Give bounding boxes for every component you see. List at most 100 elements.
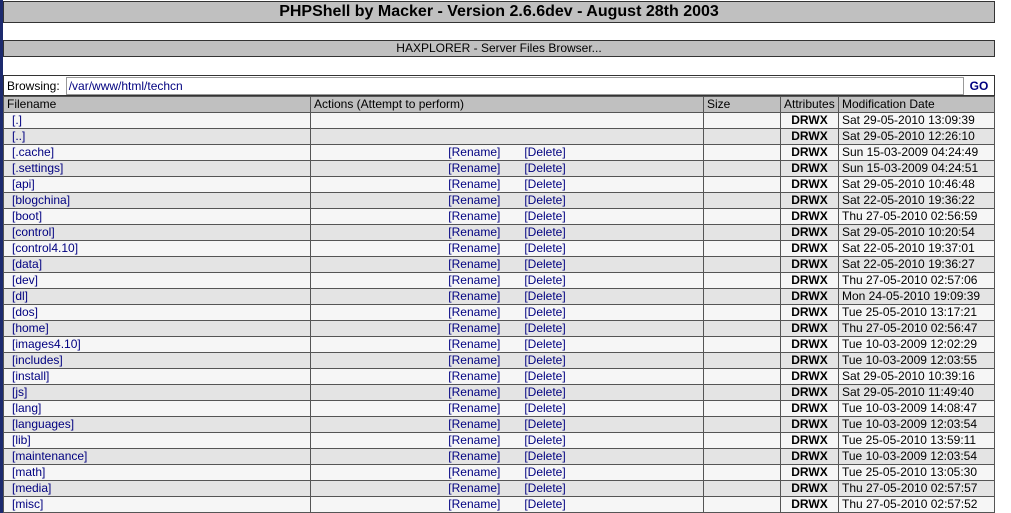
rename-link[interactable]: [Rename]	[448, 417, 501, 432]
rename-link[interactable]: [Rename]	[448, 353, 501, 368]
filename-link[interactable]: [misc]	[3, 496, 311, 513]
delete-link[interactable]: [Delete]	[524, 369, 566, 384]
attributes-cell: DRWX	[780, 272, 839, 289]
col-attributes: Attributes	[780, 96, 839, 113]
size-cell	[703, 336, 781, 353]
rename-link[interactable]: [Rename]	[448, 241, 501, 256]
delete-link[interactable]: [Delete]	[524, 273, 566, 288]
go-button[interactable]: GO	[969, 78, 989, 93]
delete-link[interactable]: [Delete]	[524, 465, 566, 480]
delete-link[interactable]: [Delete]	[524, 401, 566, 416]
table-row: [..] DRWX Sat 29-05-2010 12:26:10	[3, 128, 995, 145]
rename-link[interactable]: [Rename]	[448, 177, 501, 192]
rename-link[interactable]: [Rename]	[448, 449, 501, 464]
attributes-cell: DRWX	[780, 144, 839, 161]
col-date: Modification Date	[838, 96, 995, 113]
filename-link[interactable]: [dev]	[3, 272, 311, 289]
rename-link[interactable]: [Rename]	[448, 305, 501, 320]
filename-link[interactable]: [dl]	[3, 288, 311, 305]
delete-link[interactable]: [Delete]	[524, 417, 566, 432]
filename-link[interactable]: [images4.10]	[3, 336, 311, 353]
delete-link[interactable]: [Delete]	[524, 321, 566, 336]
delete-link[interactable]: [Delete]	[524, 289, 566, 304]
filename-link[interactable]: [media]	[3, 480, 311, 497]
actions-cell: [Rename] [Delete]	[310, 160, 704, 177]
actions-cell: [Rename] [Delete]	[310, 432, 704, 449]
rename-link[interactable]: [Rename]	[448, 385, 501, 400]
table-row: [control4.10] [Rename] [Delete] DRWX Sat …	[3, 240, 995, 257]
attributes-cell: DRWX	[780, 304, 839, 321]
rename-link[interactable]: [Rename]	[448, 337, 501, 352]
delete-link[interactable]: [Delete]	[524, 161, 566, 176]
date-cell: Sat 29-05-2010 12:26:10	[838, 128, 995, 145]
rename-link[interactable]: [Rename]	[448, 465, 501, 480]
filename-link[interactable]: [maintenance]	[3, 448, 311, 465]
filename-link[interactable]: [blogchina]	[3, 192, 311, 209]
filename-link[interactable]: [math]	[3, 464, 311, 481]
filename-link[interactable]: [boot]	[3, 208, 311, 225]
delete-link[interactable]: [Delete]	[524, 193, 566, 208]
rename-link[interactable]: [Rename]	[448, 209, 501, 224]
size-cell	[703, 240, 781, 257]
filename-link[interactable]: [api]	[3, 176, 311, 193]
filename-link[interactable]: [languages]	[3, 416, 311, 433]
actions-cell: [Rename] [Delete]	[310, 192, 704, 209]
delete-link[interactable]: [Delete]	[524, 225, 566, 240]
filename-link[interactable]: [..]	[3, 128, 311, 145]
delete-link[interactable]: [Delete]	[524, 209, 566, 224]
filename-link[interactable]: [.settings]	[3, 160, 311, 177]
filename-link[interactable]: [lang]	[3, 400, 311, 417]
delete-link[interactable]: [Delete]	[524, 481, 566, 496]
delete-link[interactable]: [Delete]	[524, 241, 566, 256]
filename-link[interactable]: [control4.10]	[3, 240, 311, 257]
table-row: [maintenance] [Rename] [Delete] DRWX Tue …	[3, 448, 995, 465]
filename-link[interactable]: [data]	[3, 256, 311, 273]
rename-link[interactable]: [Rename]	[448, 433, 501, 448]
delete-link[interactable]: [Delete]	[524, 305, 566, 320]
delete-link[interactable]: [Delete]	[524, 449, 566, 464]
filename-link[interactable]: [dos]	[3, 304, 311, 321]
delete-link[interactable]: [Delete]	[524, 177, 566, 192]
filename-link[interactable]: [lib]	[3, 432, 311, 449]
attributes-cell: DRWX	[780, 240, 839, 257]
rename-link[interactable]: [Rename]	[448, 257, 501, 272]
rename-link[interactable]: [Rename]	[448, 161, 501, 176]
filename-link[interactable]: [js]	[3, 384, 311, 401]
attributes-cell: DRWX	[780, 384, 839, 401]
delete-link[interactable]: [Delete]	[524, 353, 566, 368]
col-size: Size	[703, 96, 781, 113]
filename-link[interactable]: [home]	[3, 320, 311, 337]
rename-link[interactable]: [Rename]	[448, 369, 501, 384]
table-row: [install] [Rename] [Delete] DRWX Sat 29-0…	[3, 368, 995, 385]
date-cell: Thu 27-05-2010 02:57:06	[838, 272, 995, 289]
rename-link[interactable]: [Rename]	[448, 273, 501, 288]
table-row: [images4.10] [Rename] [Delete] DRWX Tue 1…	[3, 336, 995, 353]
rename-link[interactable]: [Rename]	[448, 497, 501, 512]
actions-cell: [Rename] [Delete]	[310, 208, 704, 225]
actions-cell: [Rename] [Delete]	[310, 336, 704, 353]
rename-link[interactable]: [Rename]	[448, 193, 501, 208]
size-cell	[703, 464, 781, 481]
rename-link[interactable]: [Rename]	[448, 225, 501, 240]
rename-link[interactable]: [Rename]	[448, 145, 501, 160]
delete-link[interactable]: [Delete]	[524, 433, 566, 448]
table-row: [api] [Rename] [Delete] DRWX Sat 29-05-20…	[3, 176, 995, 193]
delete-link[interactable]: [Delete]	[524, 337, 566, 352]
delete-link[interactable]: [Delete]	[524, 385, 566, 400]
rename-link[interactable]: [Rename]	[448, 481, 501, 496]
rename-link[interactable]: [Rename]	[448, 401, 501, 416]
delete-link[interactable]: [Delete]	[524, 257, 566, 272]
rename-link[interactable]: [Rename]	[448, 321, 501, 336]
filename-link[interactable]: [includes]	[3, 352, 311, 369]
actions-cell: [Rename] [Delete]	[310, 176, 704, 193]
filename-link[interactable]: [.cache]	[3, 144, 311, 161]
filename-link[interactable]: [.]	[3, 112, 311, 129]
rename-link[interactable]: [Rename]	[448, 289, 501, 304]
delete-link[interactable]: [Delete]	[524, 497, 566, 512]
filename-link[interactable]: [install]	[3, 368, 311, 385]
attributes-cell: DRWX	[780, 464, 839, 481]
filename-link[interactable]: [control]	[3, 224, 311, 241]
path-input[interactable]: /var/www/html/techcn	[65, 76, 964, 95]
delete-link[interactable]: [Delete]	[524, 145, 566, 160]
table-row: [boot] [Rename] [Delete] DRWX Thu 27-05-2…	[3, 208, 995, 225]
